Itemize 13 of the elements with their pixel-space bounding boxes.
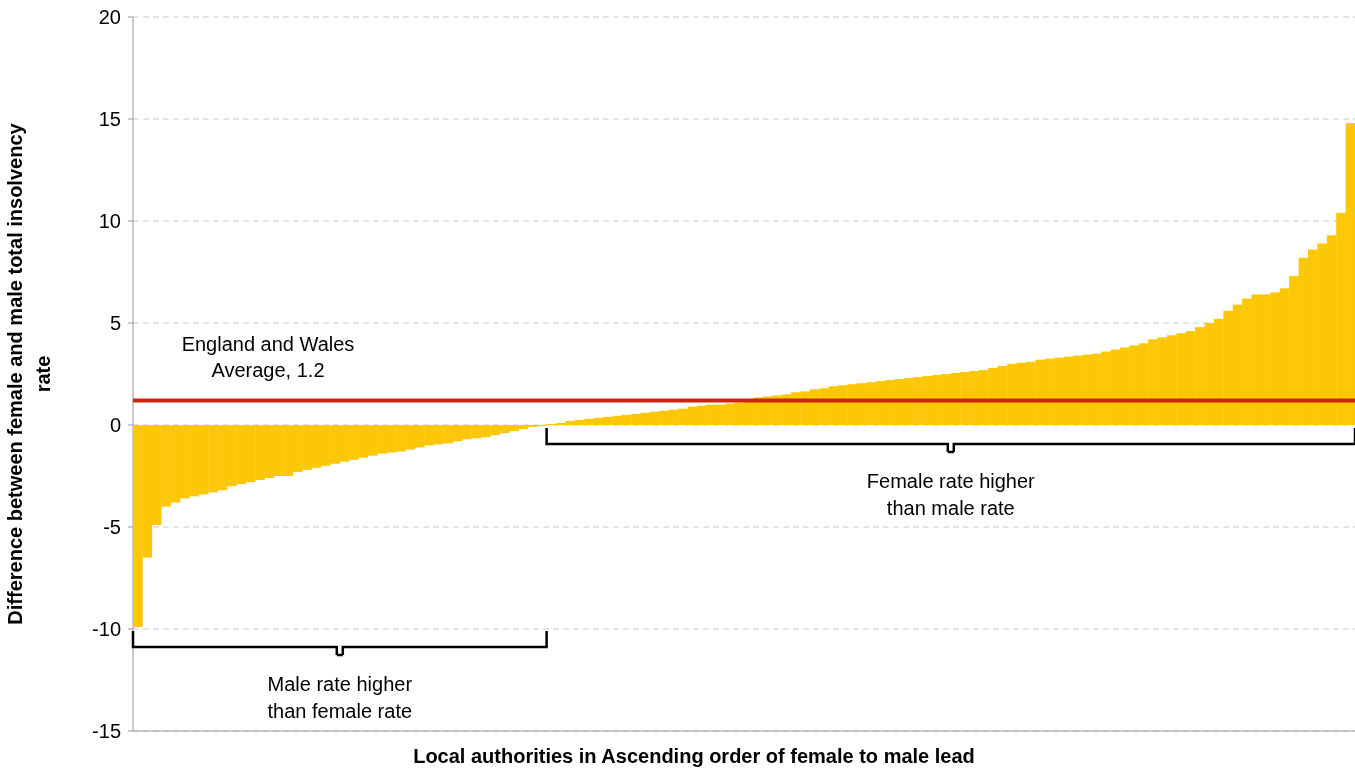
x-axis-title: Local authorities in Ascending order of female to male lead	[413, 745, 975, 767]
y-tick-label: 0	[109, 414, 121, 436]
y-tick-label: 10	[98, 210, 121, 232]
y-tick-label: 20	[98, 6, 121, 28]
y-tick-label: -15	[92, 720, 121, 742]
y-axis-title: Difference between female and male total insolvency rate	[4, 122, 54, 625]
y-tick-label: -10	[92, 618, 121, 640]
y-tick-label: -5	[103, 516, 121, 538]
annotation: Male rate higher than female rate	[267, 673, 413, 723]
annotation: Female rate higher than male rate	[866, 470, 1036, 520]
y-tick-label: 5	[109, 312, 121, 334]
ref-line-label: England and Wales Average, 1.2	[181, 332, 355, 381]
y-tick-label: 15	[98, 108, 121, 130]
